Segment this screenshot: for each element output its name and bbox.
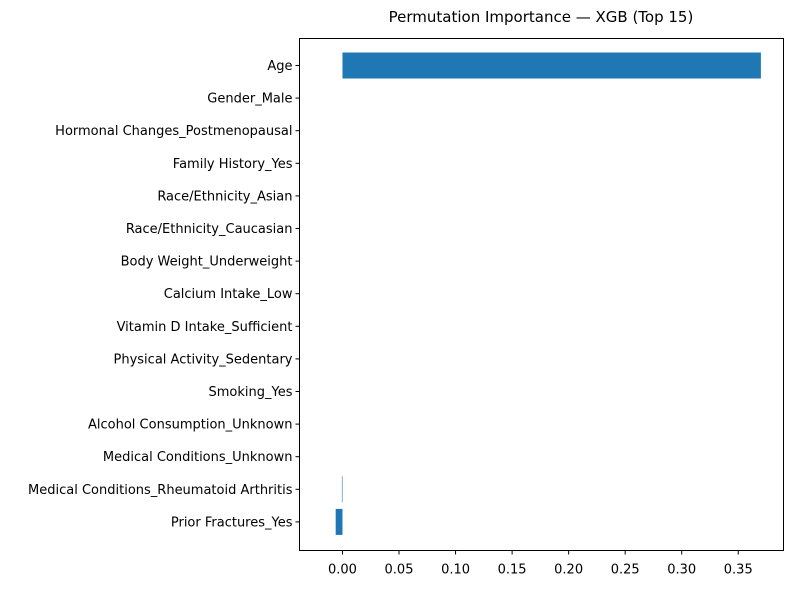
y-tick-label-5: Race/Ethnicity_Caucasian [126, 222, 293, 237]
y-tick-label-10: Smoking_Yes [209, 385, 293, 400]
y-tick-label-7: Calcium Intake_Low [164, 287, 293, 302]
y-tick-label-1: Gender_Male [207, 92, 292, 107]
x-tick-label-0: 0.00 [328, 563, 357, 578]
chart-title: Permutation Importance — XGB (Top 15) [389, 8, 694, 26]
x-tick-label-7: 0.35 [724, 563, 753, 578]
x-tick-label-2: 0.10 [441, 563, 470, 578]
bar-13 [341, 476, 343, 503]
y-tick-label-4: Race/Ethnicity_Asian [157, 189, 292, 204]
x-tick-label-6: 0.30 [667, 563, 696, 578]
bar-0 [342, 52, 761, 79]
y-tick-label-9: Physical Activity_Sedentary [114, 352, 293, 367]
bar-14 [335, 508, 343, 535]
y-axis: Age Gender_Male Hormonal Changes_Postmenop… [28, 59, 300, 530]
y-tick-label-2: Hormonal Changes_Postmenopausal [55, 124, 292, 139]
bars-group [335, 52, 761, 535]
x-tick-label-1: 0.05 [385, 563, 414, 578]
y-tick-label-6: Body Weight_Underweight [121, 255, 293, 270]
y-tick-label-0: Age [267, 59, 292, 74]
plot-frame [299, 38, 784, 551]
y-tick-label-8: Vitamin D Intake_Sufficient [117, 320, 293, 335]
y-tick-label-12: Medical Conditions_Unknown [103, 450, 293, 465]
y-tick-label-3: Family History_Yes [173, 157, 293, 172]
y-tick-label-13: Medical Conditions_Rheumatoid Arthritis [28, 483, 293, 498]
x-tick-label-5: 0.25 [611, 563, 640, 578]
x-tick-label-4: 0.20 [554, 563, 583, 578]
x-tick-label-3: 0.15 [498, 563, 527, 578]
x-axis: 0.00 0.05 0.10 0.15 0.20 0.25 0.30 0.35 [328, 550, 753, 578]
y-tick-label-14: Prior Fractures_Yes [171, 515, 293, 530]
y-tick-label-11: Alcohol Consumption_Unknown [88, 418, 293, 433]
